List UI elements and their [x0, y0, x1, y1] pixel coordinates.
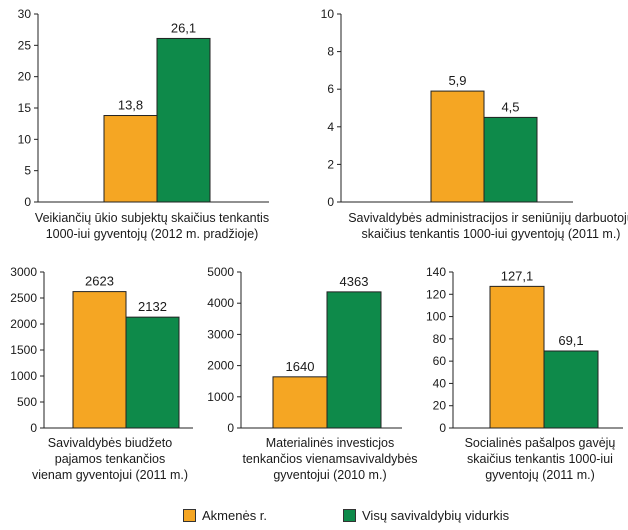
chart-5: 127,1 69,1 0 20 40 60 80 100 120 140 Socialinės pa…	[426, 265, 623, 482]
y-tick-label: 120	[426, 287, 446, 301]
y-tick-label: 20	[433, 399, 447, 413]
chart-1: 13,8 26,1 0 5 10 15 20 25 30 Veikiančių ūkio subj…	[18, 7, 269, 241]
y-tick-label: 15	[18, 101, 32, 115]
legend: Akmenės r. Visų savivaldybių vidurkis	[0, 508, 628, 528]
y-tick-label: 1000	[10, 369, 37, 383]
y-tick-label: 2000	[207, 359, 234, 373]
y-tick-label: 5	[24, 164, 31, 178]
chart-caption-line: Veikiančių ūkio subjektų skaičius tenkan…	[35, 211, 269, 225]
y-tick-label: 0	[227, 421, 234, 435]
y-tick-label: 2500	[10, 291, 37, 305]
y-tick-label: 0	[24, 195, 31, 209]
legend-item-vidurkis: Visų savivaldybių vidurkis	[343, 508, 509, 523]
bar-akmenes	[72, 291, 127, 429]
legend-swatch-vidurkis	[343, 509, 356, 522]
y-tick-label: 5000	[207, 265, 234, 279]
chart-caption-line: Savivaldybės administracijos ir seniūnij…	[348, 211, 628, 225]
legend-label-akmenes: Akmenės r.	[202, 508, 268, 523]
chart-caption-line: gyventojų (2011 m.)	[485, 468, 595, 482]
y-tick-label: 2	[327, 157, 334, 171]
y-tick-label: 1000	[207, 390, 234, 404]
bar-akmenes	[103, 115, 158, 203]
chart-4: 1640 4363 0 1000 2000 3000 4000 5000 Materialinė…	[207, 265, 417, 482]
chart-caption-line: Savivaldybės biudžeto	[48, 436, 172, 450]
data-label: 69,1	[558, 333, 583, 348]
y-tick-label: 20	[18, 70, 32, 84]
y-tick-label: 25	[18, 38, 32, 52]
chart-caption-line: 1000-iui gyventojų (2012 m. pradžioje)	[46, 227, 259, 241]
chart-caption-line: skaičius tenkantis 1000-iui gyventojų (2…	[362, 227, 621, 241]
data-label: 1640	[286, 359, 315, 374]
y-tick-label: 30	[18, 7, 32, 21]
chart-caption-line: vienam gyventojui (2011 m.)	[32, 468, 188, 482]
data-label: 26,1	[171, 20, 196, 35]
y-tick-label: 10	[18, 132, 32, 146]
y-tick-label: 0	[439, 421, 446, 435]
y-tick-label: 2000	[10, 317, 37, 331]
chart-caption-line: Materialinės investicjos	[266, 436, 395, 450]
y-tick-label: 0	[30, 421, 37, 435]
y-tick-label: 3000	[10, 265, 37, 279]
chart-3: 2623 2132 0 500 1000 1500 2000 2500 3000 Savivald…	[10, 265, 193, 482]
data-label: 4363	[340, 274, 369, 289]
y-tick-label: 0	[327, 195, 334, 209]
y-tick-label: 100	[426, 310, 446, 324]
data-label: 5,9	[448, 73, 466, 88]
y-tick-label: 40	[433, 376, 447, 390]
bar-akmenes	[272, 376, 328, 429]
y-tick-label: 500	[17, 395, 37, 409]
bar-vidurkis	[326, 291, 382, 429]
legend-label-vidurkis: Visų savivaldybių vidurkis	[362, 508, 510, 523]
bar-vidurkis	[156, 37, 211, 203]
y-tick-label: 1500	[10, 343, 37, 357]
bar-vidurkis	[543, 350, 599, 429]
bar-akmenes	[430, 90, 485, 203]
y-tick-label: 140	[426, 265, 446, 279]
y-tick-label: 80	[433, 332, 447, 346]
y-tick-label: 4000	[207, 296, 234, 310]
bar-vidurkis	[483, 116, 538, 203]
chart-caption-line: pajamos tenkančios	[55, 452, 165, 466]
chart-caption-line: skaičius tenkantis 1000-iui	[467, 452, 613, 466]
data-label: 2132	[138, 299, 167, 314]
data-label: 4,5	[501, 99, 519, 114]
legend-item-akmenes: Akmenės r.	[183, 508, 267, 523]
data-label: 2623	[85, 274, 114, 289]
chart-caption-line: gyventojui (2010 m.)	[273, 468, 386, 482]
y-tick-label: 6	[327, 82, 334, 96]
bar-vidurkis	[125, 316, 180, 429]
chart-caption-line: tenkančios vienamsavivaldybės	[242, 452, 417, 466]
data-label: 13,8	[118, 98, 143, 113]
legend-swatch-akmenes	[183, 509, 196, 522]
data-label: 127,1	[501, 268, 534, 283]
y-tick-label: 4	[327, 120, 334, 134]
y-tick-label: 3000	[207, 327, 234, 341]
bar-akmenes	[489, 285, 545, 429]
chart-2: 5,9 4,5 0 2 4 6 8 10 Savivaldybės administracijo…	[321, 7, 628, 241]
y-tick-label: 8	[327, 45, 334, 59]
chart-caption-line: Socialinės pašalpos gavėjų	[465, 436, 616, 450]
y-tick-label: 60	[433, 354, 447, 368]
y-tick-label: 10	[321, 7, 335, 21]
